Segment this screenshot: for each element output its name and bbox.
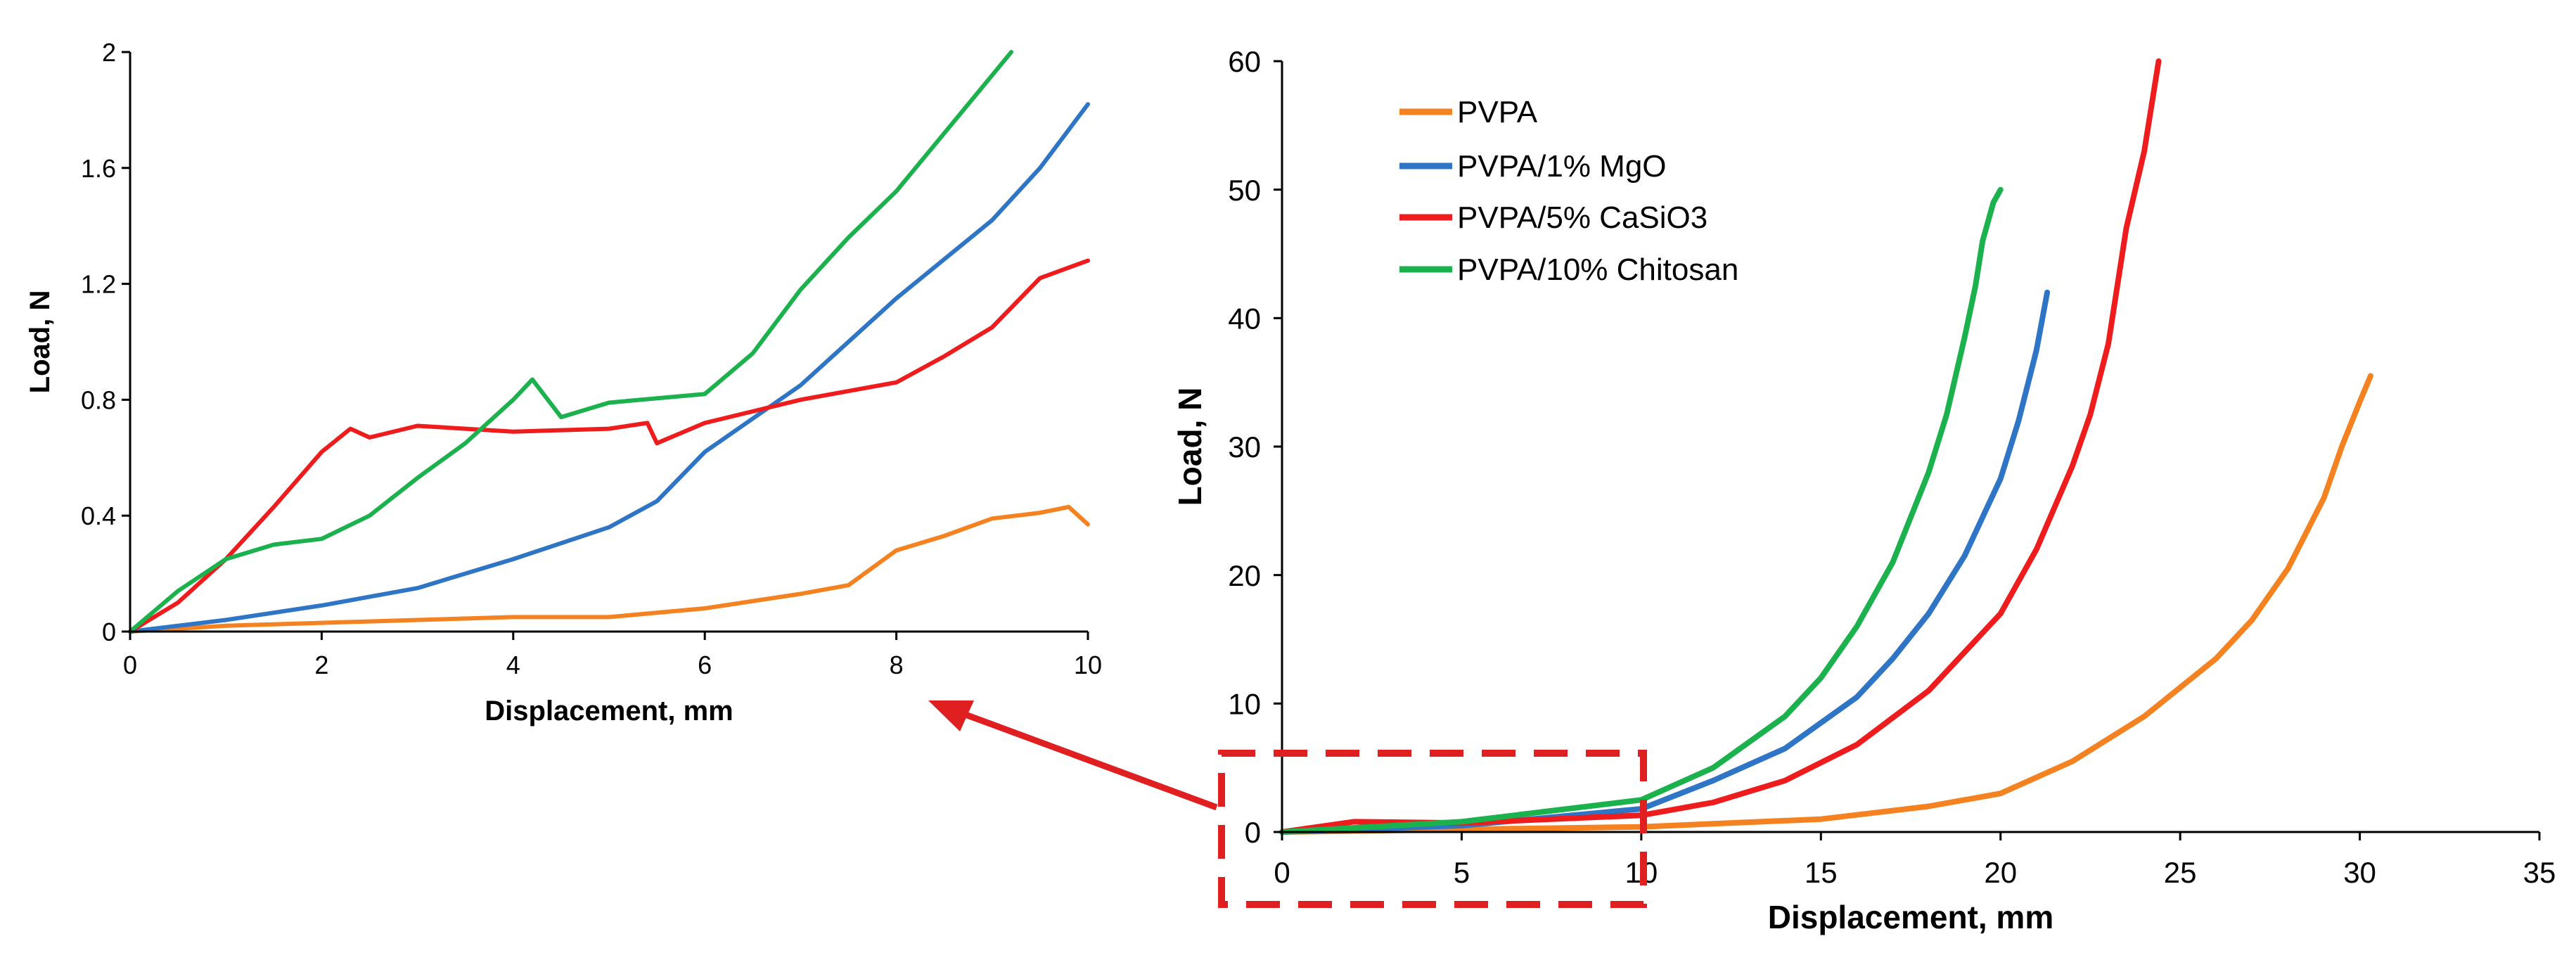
inset-x-tick-label: 4 xyxy=(506,651,520,679)
legend-item-pvpa: PVPA xyxy=(1399,95,1538,129)
main-y-axis-title: Load, N xyxy=(1172,388,1208,506)
main-x-tick-label: 35 xyxy=(2523,856,2556,889)
inset-y-tick-label: 0 xyxy=(102,617,116,646)
main-y-tick-label: 10 xyxy=(1228,687,1261,720)
legend: PVPA PVPA/1% MgO PVPA/5% CaSiO3 PVPA/10%… xyxy=(1399,95,1738,287)
legend-item-pvpa-mgo: PVPA/1% MgO xyxy=(1399,149,1667,184)
main-y-tick-label: 50 xyxy=(1228,174,1261,207)
legend-item-pvpa-chitosan: PVPA/10% Chitosan xyxy=(1399,252,1738,287)
main-series-pvpa xyxy=(1279,373,2373,835)
legend-label: PVPA xyxy=(1457,95,1538,129)
main-series-group xyxy=(1279,58,2373,835)
inset-series-pvpa xyxy=(128,504,1090,634)
inset-series-pvpa-5-casio3 xyxy=(128,258,1090,634)
inset-y-tick-label: 1.2 xyxy=(81,270,116,299)
inset-y-tick-label: 0.8 xyxy=(81,385,116,414)
inset-x-tick-label: 8 xyxy=(890,651,904,679)
inset-y-axis-title: Load, N xyxy=(25,290,56,394)
legend-label: PVPA/10% Chitosan xyxy=(1457,252,1738,287)
main-series-pvpa-5-casio3 xyxy=(1279,58,2162,835)
main-series-pvpa-10-chitosan xyxy=(1279,186,2004,835)
main-y-tick-label: 0 xyxy=(1245,816,1261,849)
inset-y-tick-label: 1.6 xyxy=(81,154,116,183)
main-y-tick-label: 30 xyxy=(1228,430,1261,463)
inset-series-pvpa-1-mgo xyxy=(128,102,1090,634)
inset-ticks: 0 2 4 6 8 10 0 0.4 0.8 1.2 1.6 2 xyxy=(81,38,1102,679)
main-x-tick-label: 0 xyxy=(1274,856,1290,889)
inset-series-group xyxy=(128,50,1090,634)
inset-y-tick-label: 2 xyxy=(102,38,116,67)
legend-label: PVPA/1% MgO xyxy=(1457,149,1667,184)
legend-item-pvpa-casio3: PVPA/5% CaSiO3 xyxy=(1399,200,1707,235)
main-x-tick-label: 20 xyxy=(1984,856,2017,889)
main-x-axis-title: Displacement, mm xyxy=(1768,899,2053,935)
main-x-tick-label: 25 xyxy=(2164,856,2197,889)
zoom-arrow xyxy=(928,700,1218,811)
main-x-tick-label: 5 xyxy=(1454,856,1470,889)
legend-label: PVPA/5% CaSiO3 xyxy=(1457,200,1707,235)
inset-y-tick-label: 0.4 xyxy=(81,501,116,530)
inset-x-axis-title: Displacement, mm xyxy=(485,696,733,727)
main-y-tick-label: 40 xyxy=(1228,302,1261,335)
main-y-tick-label: 20 xyxy=(1228,559,1261,592)
zoom-inset-chart: 0 2 4 6 8 10 0 0.4 0.8 1.2 1.6 2 Displacement, mm L… xyxy=(25,38,1102,727)
inset-x-tick-label: 6 xyxy=(698,651,712,679)
main-x-tick-label: 15 xyxy=(1805,856,1838,889)
inset-x-tick-label: 2 xyxy=(314,651,328,679)
main-x-tick-label: 30 xyxy=(2343,856,2376,889)
inset-x-tick-label: 10 xyxy=(1074,651,1102,679)
inset-x-tick-label: 0 xyxy=(123,651,137,679)
inset-series-pvpa-10-chitosan xyxy=(128,50,1013,634)
zoom-region-box xyxy=(1218,750,1647,908)
main-y-tick-label: 60 xyxy=(1228,45,1261,78)
